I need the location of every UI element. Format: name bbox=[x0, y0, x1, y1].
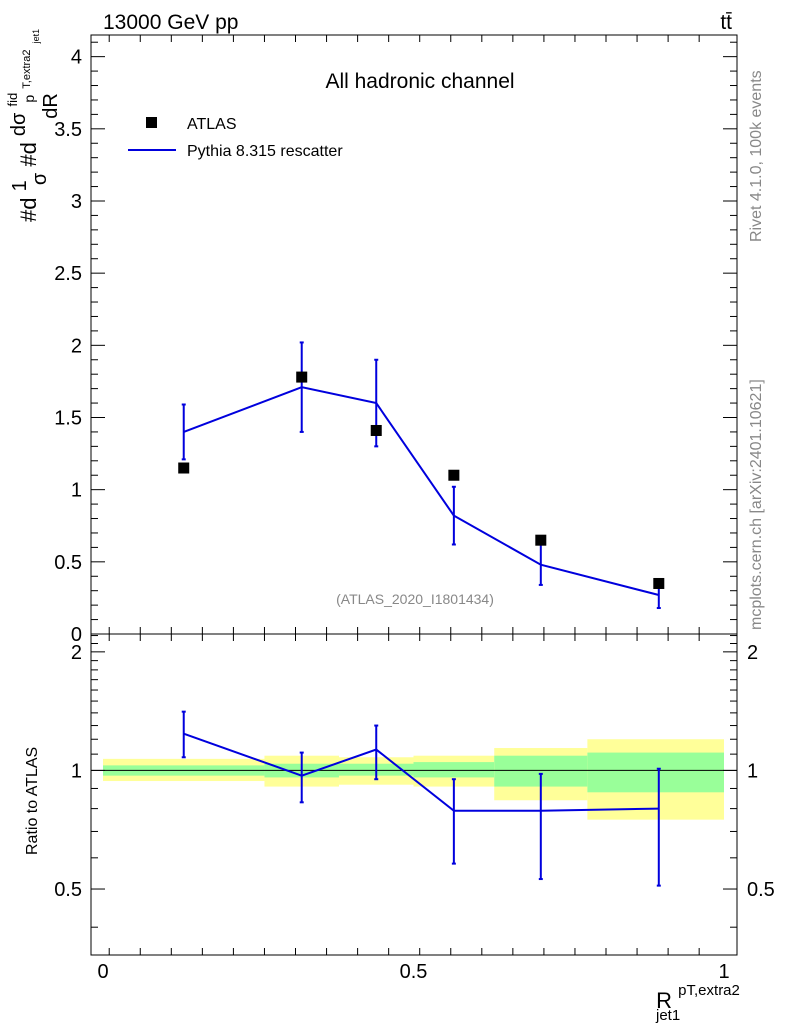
main-y-tick-label: 0 bbox=[71, 624, 82, 646]
ratio-y-tick-labels: 0.5 0.5 1 1 2 2 bbox=[54, 642, 775, 901]
energy-label: 13000 GeV pp bbox=[103, 11, 238, 34]
xlabel-sup: pT,extra2 bbox=[678, 982, 740, 999]
x-axis-label: R pT,extra2 jet1 bbox=[655, 975, 746, 1024]
ylabel-part-dsigma: dσ bbox=[8, 112, 30, 136]
ylabel-part-d1: #d bbox=[16, 198, 41, 222]
main-y-tick-label: 3 bbox=[71, 191, 82, 213]
xlabel-base: R bbox=[656, 988, 672, 1013]
ratio-y-label: Ratio to ATLAS bbox=[24, 747, 41, 855]
data-point bbox=[653, 577, 665, 589]
main-y-tick-label: 2 bbox=[71, 335, 82, 357]
legend-atlas-label: ATLAS bbox=[187, 116, 237, 133]
ratio-band-inner bbox=[413, 762, 495, 778]
ratio-y-tick-label-left: 1 bbox=[71, 760, 82, 782]
data-point bbox=[370, 424, 382, 436]
ylabel-part-fid: fid bbox=[5, 93, 20, 107]
main-y-tick-label: 3.5 bbox=[54, 119, 82, 141]
rivet-version-label: Rivet 4.1.0, 100k events bbox=[748, 70, 765, 242]
main-marks bbox=[178, 341, 665, 610]
main-y-tick-label: 4 bbox=[71, 47, 82, 69]
main-y-tick-label: 1.5 bbox=[54, 407, 82, 429]
main-panel: 0 0.5 1 1.5 2 2.5 3 3.5 4 All hadronic channel A… bbox=[0, 23, 737, 646]
ratio-frame bbox=[90, 633, 738, 956]
ratio-x-tick-label: 1 bbox=[718, 961, 729, 983]
main-y-tick-labels: 0 0.5 1 1.5 2 2.5 3 3.5 4 bbox=[54, 47, 82, 646]
ratio-ticks bbox=[91, 634, 737, 955]
ratio-y-tick-label-left: 0.5 bbox=[54, 879, 82, 901]
ratio-x-tick-label: 0.5 bbox=[400, 961, 428, 983]
ylabel-part-textra2: T,extra2 bbox=[21, 50, 33, 89]
ylabel-part-one: 1 bbox=[9, 180, 31, 191]
data-point bbox=[178, 462, 190, 474]
main-y-tick-label: 1 bbox=[71, 480, 82, 502]
data-point bbox=[448, 469, 460, 481]
ratio-y-tick-label-left: 2 bbox=[71, 642, 82, 664]
ratio-x-tick-labels: 0 0.5 1 bbox=[97, 961, 729, 983]
main-y-tick-label: 0.5 bbox=[54, 552, 82, 574]
ylabel-part-d2: #d bbox=[16, 142, 41, 166]
ratio-y-tick-label-right: 0.5 bbox=[747, 879, 775, 901]
ylabel-part-sigma: σ bbox=[29, 172, 51, 185]
xlabel-sub: jet1 bbox=[655, 1007, 680, 1024]
plot-title: All hadronic channel bbox=[325, 70, 514, 93]
ylabel-part-dr: dR bbox=[40, 93, 62, 119]
ylabel-part-p: p bbox=[21, 95, 37, 103]
ratio-panel: 0.5 0.51 12 2 0 0.5 1 Ratio to ATLAS R pT,ext… bbox=[24, 634, 775, 1024]
main-y-tick-label: 2.5 bbox=[54, 263, 82, 285]
mcplots-label: mcplots.cern.ch [arXiv:2401.10621] bbox=[748, 379, 765, 630]
ylabel-part-jet1: jet1 bbox=[31, 29, 41, 45]
ratio-band-inner bbox=[587, 752, 724, 793]
ratio-y-tick-label-right: 1 bbox=[747, 760, 758, 782]
legend-mc-label: Pythia 8.315 rescatter bbox=[187, 143, 343, 160]
svg-text:#d 1 σ: #d 1 σ #d dσ fid p T,extra2 jet1 dR bbox=[0, 23, 62, 222]
mc-line bbox=[183, 386, 660, 596]
data-point bbox=[296, 371, 308, 383]
analysis-label: (ATLAS_2020_I1801434) bbox=[336, 591, 494, 607]
ratio-x-tick-label: 0 bbox=[97, 961, 108, 983]
main-y-label: #d 1 σ #d dσ fid p T,extra2 jet1 dR bbox=[0, 23, 62, 222]
ratio-marks bbox=[181, 710, 661, 887]
main-ticks bbox=[91, 35, 737, 635]
ratio-mc-line bbox=[183, 732, 659, 812]
legend: ATLAS Pythia 8.315 rescatter bbox=[128, 116, 343, 160]
legend-atlas-marker bbox=[146, 117, 157, 128]
process-label: tt̄ bbox=[720, 11, 732, 34]
data-point bbox=[535, 534, 547, 546]
ratio-y-tick-label-right: 2 bbox=[747, 642, 758, 664]
